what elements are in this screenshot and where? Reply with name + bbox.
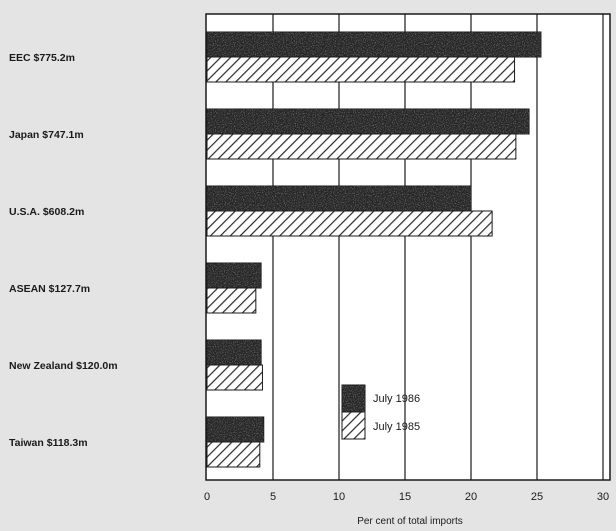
bar-july-1985 [206, 56, 516, 83]
bar-july-1985 [206, 133, 517, 160]
category-label: New Zealand $120.0m [9, 360, 118, 372]
bar-stipple-texture [207, 186, 471, 211]
x-tick-labels: 0 5 10 15 20 25 30 [204, 491, 609, 503]
plot-frame [205, 13, 611, 481]
x-tick-label: 5 [270, 491, 276, 503]
category-label: U.S.A. $608.2m [9, 206, 84, 218]
bar-stipple-texture [207, 340, 262, 365]
legend-label-july-1985: July 1985 [373, 421, 420, 433]
x-tick-label: 0 [204, 491, 210, 503]
x-tick-label: 20 [465, 491, 477, 503]
bars [206, 31, 542, 468]
bar-stipple-texture [207, 263, 262, 288]
bar-july-1985 [206, 210, 493, 237]
legend: July 1986 July 1985 [341, 384, 420, 440]
category-label: ASEAN $127.7m [9, 283, 90, 295]
bar-july-1985 [206, 364, 263, 391]
legend-label-july-1986: July 1986 [373, 393, 420, 405]
bar-stipple-texture [207, 109, 530, 134]
bar-july-1985 [206, 441, 261, 468]
x-axis-title: Per cent of total imports [357, 516, 463, 527]
category-label: EEC $775.2m [9, 52, 75, 64]
category-label: Taiwan $118.3m [9, 437, 88, 449]
x-tick-label: 10 [333, 491, 345, 503]
x-tick-label: 15 [399, 491, 411, 503]
category-labels: EEC $775.2m Japan $747.1m U.S.A. $608.2m AS… [9, 52, 118, 449]
bar-stipple-texture [207, 417, 264, 442]
legend-swatch-texture [342, 385, 365, 412]
category-label: Japan $747.1m [9, 129, 84, 141]
gridlines [272, 14, 604, 480]
bar-july-1985 [206, 287, 257, 314]
bar-stipple-texture [207, 32, 541, 57]
x-tick-label: 30 [597, 491, 609, 503]
x-tick-label: 25 [531, 491, 543, 503]
legend-swatch-july-1985 [341, 411, 366, 440]
